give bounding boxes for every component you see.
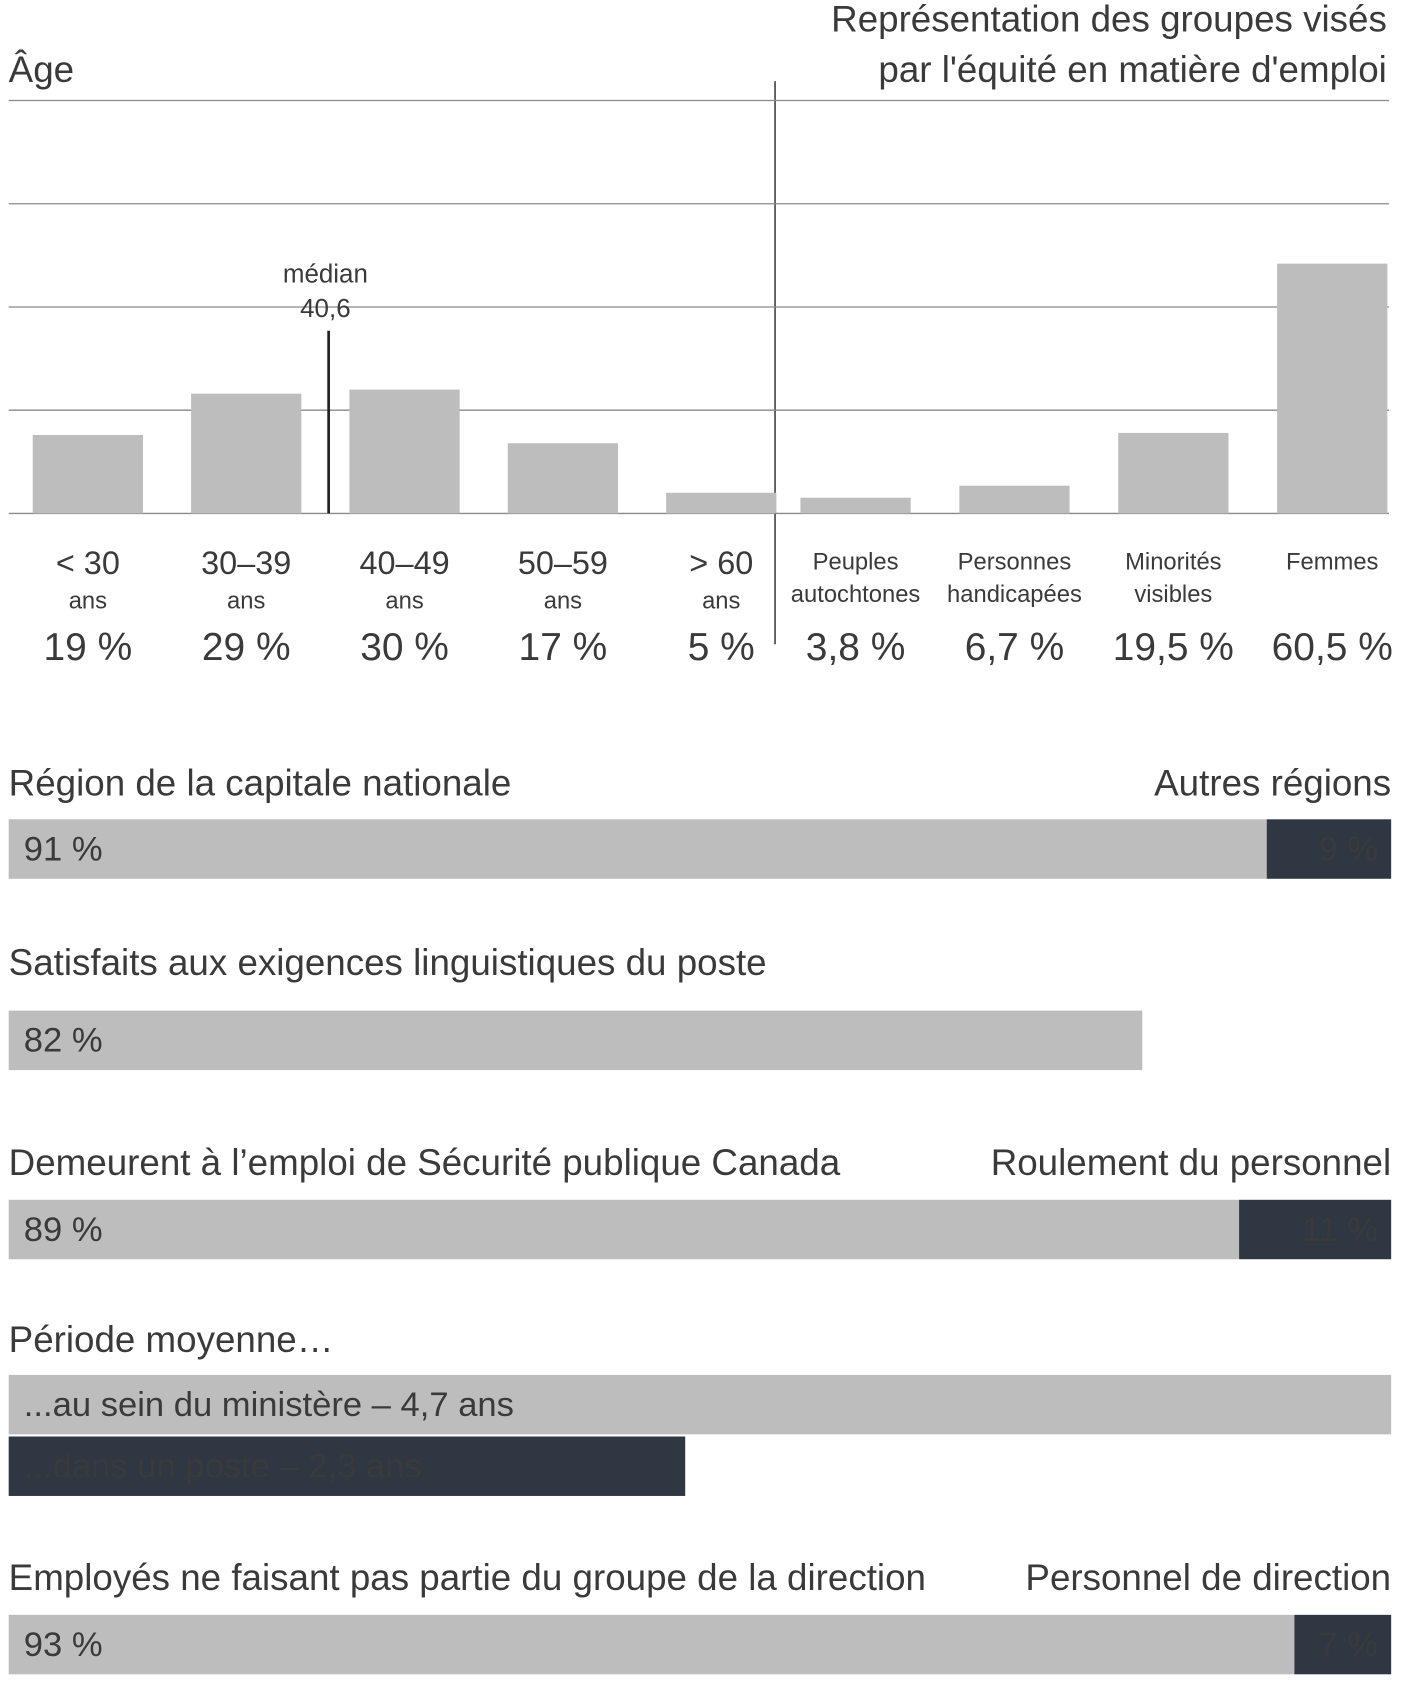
x-tick-label: < 30 bbox=[56, 545, 120, 581]
x-tick-label: handicapées bbox=[947, 581, 1082, 608]
legend-label: Satisfaits aux exigences linguistiques d… bbox=[9, 942, 767, 983]
median-label: 40,6 bbox=[300, 295, 350, 323]
legend-label: Autres régions bbox=[1154, 763, 1391, 804]
bar bbox=[191, 393, 302, 514]
value-label: 19 % bbox=[44, 626, 133, 669]
bar bbox=[1118, 432, 1229, 514]
value-label: 6,7 % bbox=[965, 626, 1064, 669]
value-label: 89 % bbox=[24, 1211, 103, 1249]
bar-segment bbox=[1294, 1614, 1392, 1675]
value-label: 9 % bbox=[1319, 830, 1379, 868]
chart-title: Représentation des groupes visés bbox=[831, 0, 1387, 39]
legend-label: Employés ne faisant pas partie du groupe… bbox=[9, 1557, 926, 1598]
x-tick-label: 30–39 bbox=[201, 545, 291, 581]
value-label: 11 % bbox=[1302, 1211, 1378, 1249]
bar bbox=[507, 443, 619, 514]
x-tick-label: ans bbox=[544, 587, 582, 614]
value-label: 60,5 % bbox=[1272, 626, 1393, 669]
chart-title: par l'équité en matière d'emploi bbox=[878, 49, 1386, 90]
x-tick-label: ans bbox=[385, 587, 423, 614]
legend-label: Demeurent à l’emploi de Sécurité publiqu… bbox=[9, 1142, 841, 1183]
bar bbox=[800, 497, 911, 514]
bar bbox=[959, 485, 1070, 514]
legend-label: Personnel de direction bbox=[1025, 1557, 1391, 1598]
value-label: 19,5 % bbox=[1113, 626, 1234, 669]
bar-segment bbox=[8, 1199, 1240, 1260]
value-label: 29 % bbox=[202, 626, 291, 669]
x-tick-label: Personnes bbox=[958, 548, 1072, 575]
bar-segment bbox=[1239, 1199, 1392, 1260]
value-label: 7 % bbox=[1319, 1626, 1379, 1664]
bar bbox=[8, 1374, 1392, 1435]
x-tick-label: 50–59 bbox=[518, 545, 608, 581]
value-label: 3,8 % bbox=[806, 626, 906, 669]
x-tick-label: ans bbox=[702, 587, 740, 614]
x-tick-label: autochtones bbox=[791, 581, 921, 608]
bar-segment bbox=[8, 1010, 1143, 1071]
x-tick-label: Peuples bbox=[813, 548, 899, 575]
legend-label: Région de la capitale nationale bbox=[9, 763, 512, 804]
bar-segment bbox=[1266, 819, 1392, 879]
bar bbox=[666, 492, 777, 514]
x-tick-label: Minorités bbox=[1125, 548, 1222, 575]
value-label: 93 % bbox=[24, 1626, 103, 1664]
value-label: 82 % bbox=[24, 1022, 103, 1060]
chart-title: Période moyenne… bbox=[9, 1319, 334, 1360]
value-label: 91 % bbox=[24, 830, 103, 868]
x-tick-label: Femmes bbox=[1286, 548, 1379, 575]
x-tick-label: visibles bbox=[1134, 581, 1212, 608]
bar-segment bbox=[8, 1614, 1295, 1675]
x-tick-label: ans bbox=[227, 587, 265, 614]
bar bbox=[8, 1436, 686, 1496]
value-label: 30 % bbox=[360, 626, 449, 669]
legend-label: Roulement du personnel bbox=[991, 1142, 1391, 1183]
bar bbox=[1277, 263, 1388, 514]
x-tick-label: > 60 bbox=[689, 545, 753, 581]
bar-segment bbox=[8, 819, 1267, 879]
bar-label: ...dans un poste – 2,3 ans bbox=[24, 1448, 422, 1486]
x-tick-label: ans bbox=[69, 587, 107, 614]
bar bbox=[349, 389, 460, 514]
bar-label: ...au sein du ministère – 4,7 ans bbox=[24, 1386, 514, 1424]
value-label: 17 % bbox=[519, 626, 608, 669]
chart-title: Âge bbox=[9, 49, 74, 90]
median-label: médian bbox=[283, 260, 368, 288]
x-tick-label: 40–49 bbox=[360, 545, 450, 581]
value-label: 5 % bbox=[688, 626, 755, 669]
bar bbox=[32, 434, 143, 514]
